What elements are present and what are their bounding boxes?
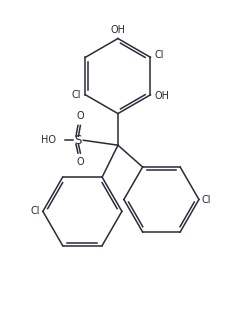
Text: Cl: Cl xyxy=(154,50,163,60)
Text: O: O xyxy=(76,157,84,167)
Text: Cl: Cl xyxy=(72,90,81,100)
Text: O: O xyxy=(76,111,84,122)
Text: OH: OH xyxy=(110,25,125,35)
Text: HO: HO xyxy=(40,135,56,145)
Text: OH: OH xyxy=(154,91,169,101)
Text: Cl: Cl xyxy=(201,195,210,204)
Text: S: S xyxy=(74,134,82,147)
Text: Cl: Cl xyxy=(30,206,40,216)
